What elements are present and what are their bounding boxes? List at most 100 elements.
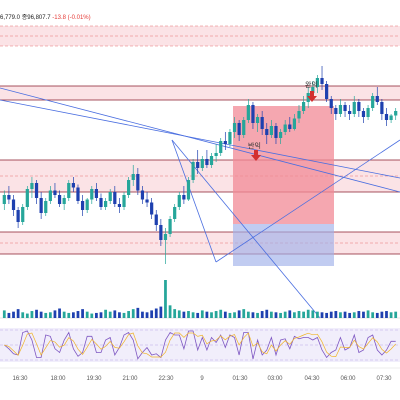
volume-bar <box>306 309 310 318</box>
volume-bar <box>187 311 190 318</box>
candle <box>320 66 324 90</box>
candle <box>44 198 48 216</box>
volume-bar <box>177 310 181 318</box>
volume-bar <box>16 309 20 318</box>
candle <box>16 207 20 228</box>
candle <box>117 198 122 213</box>
volume-bar <box>233 312 236 318</box>
volume-bar <box>76 311 80 318</box>
candle <box>375 87 379 105</box>
volume-bar <box>145 312 149 318</box>
candle <box>357 99 361 117</box>
volume-bar <box>25 313 29 318</box>
candle <box>278 129 283 144</box>
volume-bar <box>12 311 15 318</box>
candle <box>288 117 292 132</box>
volume-bar <box>21 312 25 318</box>
volume-bar <box>122 312 126 318</box>
volume-bar <box>223 311 227 318</box>
volume-bar <box>118 312 121 318</box>
volume-bar <box>375 312 379 318</box>
candle <box>371 93 375 111</box>
volume-bar <box>210 312 213 318</box>
volume-bar <box>228 312 232 318</box>
candle <box>53 183 57 198</box>
candle <box>11 195 16 216</box>
volume-bar <box>389 312 393 318</box>
volume-bar <box>394 311 398 318</box>
candle <box>297 105 301 123</box>
candle <box>76 184 80 204</box>
candle <box>62 195 66 210</box>
volume-bar <box>150 310 154 318</box>
candle <box>122 192 126 210</box>
candle <box>99 193 103 210</box>
candle <box>168 216 172 237</box>
candle <box>80 195 85 216</box>
candle <box>232 117 237 138</box>
candle <box>301 96 306 114</box>
candle <box>2 190 6 210</box>
candle <box>140 186 145 204</box>
volume-bar <box>242 309 246 318</box>
volume-bar <box>352 312 356 318</box>
volume-bar <box>279 312 282 318</box>
x-tick-label: 07:30 <box>376 376 392 382</box>
volume-bar <box>260 311 264 318</box>
candle <box>94 183 99 201</box>
candle <box>30 177 34 198</box>
candle <box>173 204 177 222</box>
volume-bar <box>343 311 347 318</box>
stop-loss-box <box>233 224 334 266</box>
x-tick-label: 22:30 <box>158 376 174 382</box>
volume-bar <box>334 311 338 318</box>
volume-bar <box>256 312 259 318</box>
candle <box>343 102 347 117</box>
candle <box>361 108 366 123</box>
volume-bar <box>136 307 140 318</box>
close-value: 96,807.7 <box>27 15 51 21</box>
candle <box>255 114 260 132</box>
candle <box>182 186 186 204</box>
x-tick-label: 21:00 <box>122 376 138 382</box>
candle <box>177 192 181 210</box>
volume-bar <box>325 312 329 318</box>
volume-bar <box>53 310 57 318</box>
x-tick-label: 03:00 <box>267 376 283 382</box>
candle <box>214 144 218 162</box>
volume-bar <box>302 311 305 318</box>
volume-bar <box>168 305 172 318</box>
candle <box>48 186 52 204</box>
candle <box>394 108 398 120</box>
volume-bar <box>385 311 388 318</box>
candle <box>113 186 117 207</box>
candle <box>380 99 384 120</box>
x-tick-label: 06:00 <box>340 376 356 382</box>
volume-bar <box>159 306 163 318</box>
volume-bar <box>274 312 278 318</box>
candle <box>269 120 273 138</box>
volume-bar <box>99 312 103 318</box>
volume-bar <box>90 313 94 318</box>
volume-bar <box>293 312 296 318</box>
volume-bar <box>265 309 269 318</box>
candle <box>237 120 241 141</box>
candle <box>223 132 227 150</box>
candle <box>306 87 310 108</box>
candle <box>145 192 149 207</box>
x-tick-label: 19:30 <box>86 376 102 382</box>
volume-bar <box>348 312 352 318</box>
candle <box>127 177 131 198</box>
candle <box>209 153 214 168</box>
volume-bar <box>214 311 218 318</box>
volume-bar <box>366 310 370 318</box>
volume-bar <box>316 311 319 318</box>
volume-bar <box>283 311 287 318</box>
arrow-down-icon <box>251 150 261 161</box>
candle <box>159 219 163 246</box>
annotation-half-take-profit: 반익 <box>248 142 261 150</box>
candle-series <box>2 66 398 264</box>
volume-bar <box>62 311 66 318</box>
volume-bar <box>329 311 333 318</box>
